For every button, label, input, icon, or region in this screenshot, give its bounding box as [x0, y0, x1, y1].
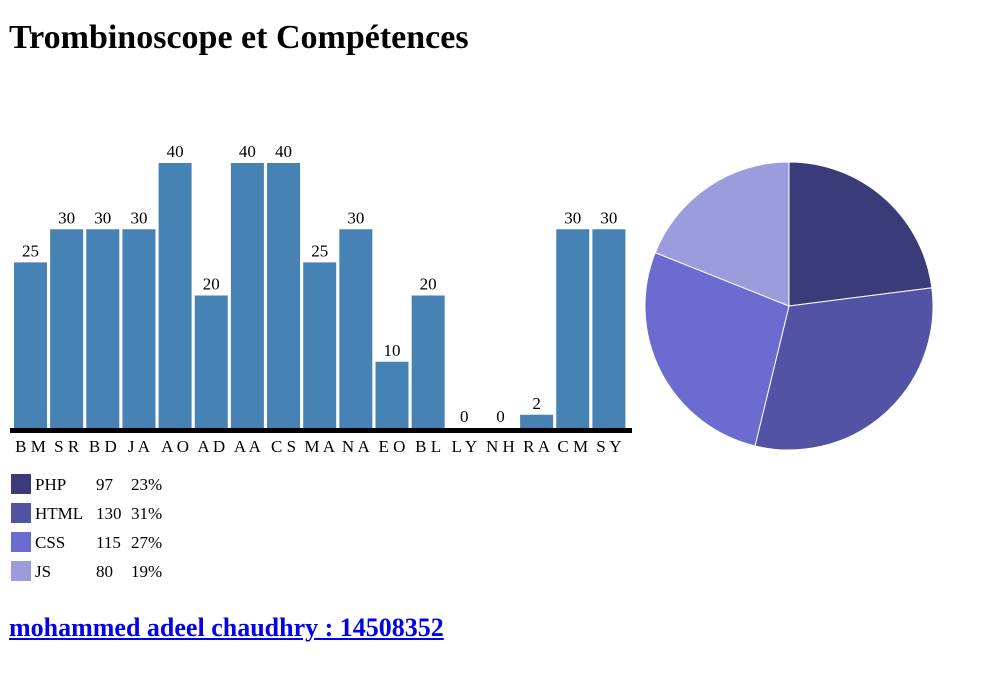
value-label: 40 [275, 142, 292, 161]
value-label: 25 [311, 241, 328, 260]
value-label: 2 [532, 394, 541, 413]
value-label: 40 [239, 142, 256, 161]
legend-name: HTML [35, 504, 83, 523]
x-tick-label: C M [557, 437, 588, 456]
legend-value: 115 [96, 533, 121, 552]
bar [158, 163, 192, 428]
bar [122, 229, 156, 428]
value-label: 30 [58, 208, 75, 227]
pie-slice [754, 287, 934, 451]
x-tick-label: S Y [596, 437, 621, 456]
value-label: 0 [496, 407, 505, 426]
bar [230, 163, 264, 428]
legend-share: 19% [131, 562, 162, 581]
value-label: 30 [347, 208, 364, 227]
value-label: 30 [564, 208, 581, 227]
bar [339, 229, 373, 428]
bar [86, 229, 120, 428]
bar [556, 229, 590, 428]
value-label: 10 [384, 341, 401, 360]
x-tick-label: A D [197, 437, 225, 456]
x-tick-label: L Y [451, 437, 477, 456]
pie-slice [654, 161, 790, 307]
x-tick-label: N A [342, 437, 371, 456]
x-tick-label: A A [234, 437, 262, 456]
x-tick-label: B D [89, 437, 117, 456]
x-tick-label: S R [54, 437, 80, 456]
author-link[interactable]: mohammed adeel chaudhry : 14508352 [9, 613, 444, 642]
value-label: 30 [94, 208, 111, 227]
bar [14, 262, 47, 428]
bar [50, 229, 84, 428]
bar [194, 295, 228, 428]
bar [303, 262, 337, 428]
legend-name: JS [35, 562, 51, 581]
legend-share: 31% [131, 504, 162, 523]
x-tick-label: R A [523, 437, 551, 456]
bar [267, 163, 301, 428]
legend-swatch [11, 532, 31, 552]
x-tick-label: A O [161, 437, 189, 456]
legend-value: 130 [96, 504, 122, 523]
x-tick-label: B M [15, 437, 46, 456]
x-tick-label: N H [486, 437, 515, 456]
bar [520, 414, 554, 428]
value-label: 40 [167, 142, 184, 161]
value-label: 0 [460, 407, 469, 426]
bar [592, 229, 626, 428]
value-label: 30 [600, 208, 617, 227]
legend-value: 97 [96, 475, 114, 494]
baseline [10, 428, 632, 433]
legend-swatch [11, 561, 31, 581]
pie-slice [788, 161, 933, 307]
legend-share: 23% [131, 475, 162, 494]
legend-share: 27% [131, 533, 162, 552]
x-tick-label: M A [304, 437, 335, 456]
value-label: 25 [22, 241, 39, 260]
value-label: 30 [130, 208, 147, 227]
x-tick-label: B L [415, 437, 441, 456]
bar [375, 361, 409, 428]
legend-name: CSS [35, 533, 65, 552]
x-tick-label: J A [128, 437, 151, 456]
bar [411, 295, 445, 428]
x-tick-label: E O [379, 437, 406, 456]
legend-name: PHP [35, 475, 66, 494]
page-title: Trombinoscope et Compétences [9, 19, 469, 56]
legend-value: 80 [96, 562, 113, 581]
pie-slice [644, 251, 790, 447]
legend-swatch [11, 503, 31, 523]
value-label: 20 [203, 275, 220, 294]
x-tick-label: C S [271, 437, 296, 456]
legend-swatch [11, 474, 31, 494]
value-label: 20 [420, 275, 437, 294]
